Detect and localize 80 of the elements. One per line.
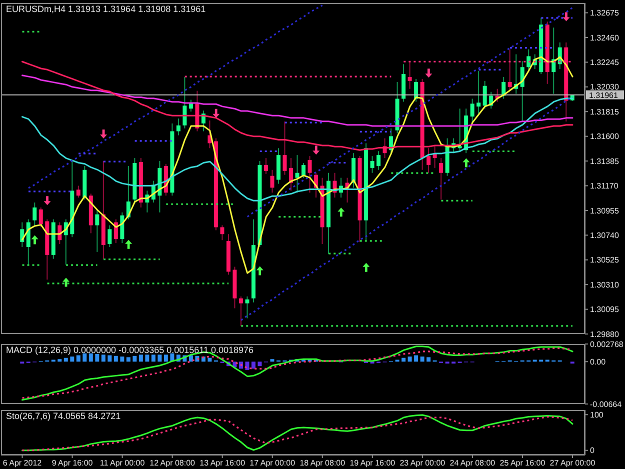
bar (208, 358, 212, 362)
y-tick-label: 1.30525 (590, 256, 620, 265)
bar (88, 353, 93, 362)
bar (164, 354, 168, 362)
bar (95, 354, 100, 362)
point (256, 266, 264, 276)
bar (64, 358, 68, 362)
x-tick-label: 9 Apr 16:00 (52, 458, 94, 468)
y-tick-label: 1.32030 (590, 82, 620, 92)
x-tick-label: 13 Apr 16:00 (200, 458, 246, 468)
bar (132, 356, 137, 362)
x-tick-label: 25 Apr 16:00 (500, 458, 546, 468)
point (425, 68, 432, 78)
bar (120, 356, 124, 362)
point (562, 12, 570, 22)
x-tick-label: 12 Apr 08:00 (150, 458, 196, 468)
y-tick-label: 0 (590, 446, 595, 456)
point (62, 278, 70, 287)
bar (58, 359, 62, 362)
bar (420, 356, 424, 362)
y-tick-label: 1.31600 (590, 132, 620, 142)
point (44, 196, 51, 206)
bar (82, 353, 87, 362)
x-tick-label: 23 Apr 00:00 (400, 458, 446, 468)
bar (270, 359, 274, 362)
y-tick-label: 1.30095 (590, 305, 620, 314)
point (212, 108, 220, 118)
point (338, 208, 345, 217)
y-tick-label: 1.31385 (590, 156, 620, 166)
line-series (240, 96, 574, 322)
bar (258, 362, 262, 366)
bar (145, 354, 150, 362)
point (312, 146, 320, 155)
bar (126, 357, 130, 362)
chart-title: Sto(26,7,6) 74.0565 84.2721 (6, 411, 121, 421)
x-tick-label: 27 Apr 00:00 (550, 458, 596, 468)
point (125, 240, 132, 249)
x-tick-label: 17 Apr 00:00 (250, 458, 296, 468)
chart-title: EURUSDm,H4 1.31913 1.31964 1.31908 1.31961 (6, 4, 206, 14)
line-series (22, 74, 574, 127)
y-tick-label: 1.29880 (590, 330, 620, 339)
y-tick-label: 0.00 (590, 357, 606, 366)
line-series (246, 6, 574, 218)
y-tick-label: 1.31170 (590, 182, 619, 191)
y-tick-label: 1.30740 (590, 231, 620, 240)
x-tick-label: 18 Apr 08:00 (300, 458, 346, 468)
x-tick-label: 6 Apr 2012 (2, 458, 42, 468)
bar (426, 357, 431, 362)
bar (76, 355, 80, 362)
bar (251, 362, 256, 369)
bar (108, 355, 112, 362)
bar (402, 358, 406, 362)
bar (408, 356, 412, 362)
bar (158, 354, 162, 362)
bar (138, 354, 143, 362)
y-tick-label: -0.00664 (590, 400, 622, 409)
bar (414, 355, 418, 362)
point (362, 262, 370, 272)
y-tick-label: 1.32460 (590, 33, 620, 42)
bar (101, 354, 106, 362)
line-series (22, 98, 574, 202)
bar (114, 356, 118, 362)
bar (151, 354, 156, 362)
y-tick-label: 1.31815 (590, 107, 620, 116)
x-tick-label: 19 Apr 16:00 (350, 458, 396, 468)
x-tick-label: 24 Apr 08:00 (450, 458, 496, 468)
y-tick-label: 100 (590, 410, 604, 420)
point (31, 235, 38, 244)
bar (245, 362, 250, 370)
y-tick-label: 1.32245 (590, 58, 620, 68)
point (100, 130, 108, 139)
x-tick-label: 11 Apr 00:00 (100, 458, 146, 468)
y-tick-label: 0.002768 (590, 340, 624, 349)
chart-title: MACD (12,26,9) 0.0000000 -0.0003365 0.0015611 0.0018976 (6, 345, 254, 355)
ref-line-label: 1.31961 (589, 90, 618, 100)
y-tick-label: 1.30310 (590, 280, 620, 290)
point (462, 158, 470, 168)
y-tick-label: 1.32675 (590, 8, 620, 18)
y-tick-label: 1.30955 (590, 206, 620, 216)
bar (70, 356, 74, 362)
